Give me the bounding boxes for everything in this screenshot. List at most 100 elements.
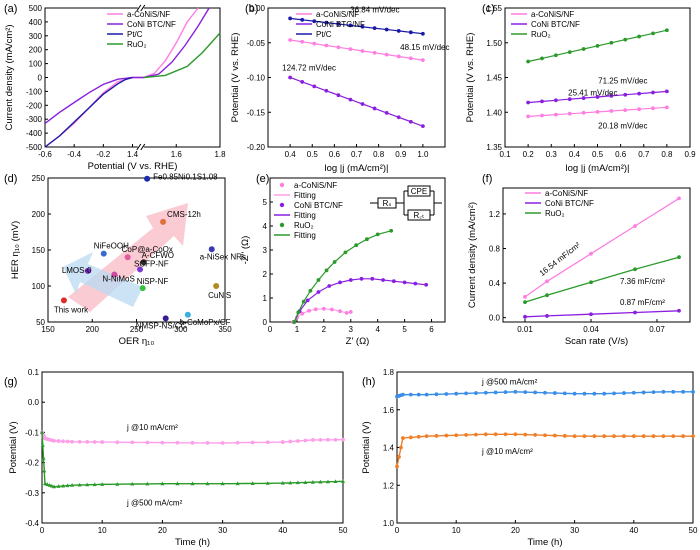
data-point-h [651, 434, 656, 439]
panel-label-f: (f) [482, 173, 492, 185]
y-tick-label-a: 200 [29, 46, 43, 55]
data-point-g [295, 480, 300, 485]
legend-label-a: CoNi BTC/NF [127, 20, 176, 29]
data-point-g [77, 482, 82, 487]
y-tick-label-c: 1.50 [486, 39, 502, 48]
series-line-h [396, 433, 693, 467]
data-point-f [523, 300, 527, 305]
data-point-g [100, 482, 105, 486]
data-point-g [160, 440, 165, 445]
legend-label-e: RuO₂ [294, 221, 314, 230]
data-point-e [296, 310, 301, 315]
x-tick-label-c: 0.4 [569, 150, 581, 159]
y-tick-label-h: 1.2 [383, 481, 395, 490]
data-point-b [360, 49, 365, 53]
y-tick-label-e: 4 [263, 222, 268, 231]
data-point-c [664, 105, 669, 110]
plot-frame-g [41, 371, 344, 524]
data-point-h [464, 391, 468, 396]
x-tick-label-e: 1 [295, 325, 300, 334]
slope-label-c: 71.25 mV/dec [598, 77, 647, 86]
point-label-d: N-NiMoS [102, 274, 134, 283]
data-point-h [454, 433, 459, 438]
data-point-b [372, 50, 377, 55]
data-point-c [623, 108, 628, 112]
y-tick-label-b: 0.00 [249, 4, 265, 13]
data-point-b [420, 58, 425, 63]
data-point-g [318, 437, 323, 442]
data-point-g [205, 481, 210, 486]
data-point-f [677, 255, 681, 260]
y-tick-label-a: 300 [29, 32, 43, 41]
data-point-g [40, 430, 44, 434]
data-point-g [280, 480, 285, 485]
data-point-g [190, 440, 195, 445]
slope-label-b: 124.72 mV/dec [282, 64, 336, 73]
x-tick-label-a: 1.4 [127, 150, 139, 159]
data-point-g [85, 482, 90, 487]
data-point-g [70, 483, 75, 487]
x-tick-label-f: 0.04 [583, 325, 599, 334]
data-point-c [637, 107, 642, 112]
slope-label-b: 48.15 mV/dec [400, 43, 449, 52]
data-point-h [552, 391, 557, 395]
data-point-e [301, 299, 306, 304]
data-point-h [483, 432, 488, 437]
scatter-point-d [162, 315, 169, 322]
data-point-h [602, 434, 607, 439]
data-point-h [572, 434, 577, 439]
data-point-h [464, 433, 468, 437]
data-point-e [292, 320, 297, 324]
data-point-g [160, 481, 165, 486]
data-point-g [42, 468, 47, 473]
data-point-h [434, 392, 439, 397]
data-point-g [40, 443, 45, 447]
x-tick-label-e: 4 [375, 325, 380, 334]
x-tick-label-b: 0.6 [329, 150, 341, 159]
x-tick-label-e: 0 [268, 325, 273, 334]
y-tick-label-c: 1.35 [486, 143, 502, 152]
data-point-c [553, 53, 558, 58]
data-point-f [545, 293, 549, 298]
data-point-h [622, 391, 626, 395]
data-point-e [365, 237, 369, 242]
y-tick-label-a: 0 [38, 74, 43, 83]
data-point-h [641, 434, 646, 439]
scatter-point-d [160, 218, 167, 225]
data-point-e [370, 276, 375, 281]
data-point-h [533, 433, 538, 437]
x-tick-label-e: 2 [322, 325, 327, 334]
data-point-c [664, 89, 669, 94]
panel-label-c: (c) [482, 3, 495, 15]
legend-marker-e [279, 222, 285, 228]
data-point-h [523, 390, 528, 395]
data-point-g [325, 479, 330, 484]
data-point-c [581, 96, 586, 100]
data-point-g [265, 481, 270, 485]
x-tick-label-h: 30 [570, 526, 579, 535]
x-axis-label-b: log |j (mA/cm²)| [324, 163, 388, 174]
point-label-d: Fe0.85Ni0.1S1.08 [153, 173, 218, 182]
x-tick-label-b: 0.9 [395, 150, 407, 159]
data-point-g [65, 483, 70, 488]
data-point-h [424, 434, 429, 439]
x-tick-label-g: 40 [278, 526, 287, 535]
y-tick-label-a: 500 [29, 4, 43, 13]
data-point-h [401, 436, 405, 440]
x-tick-label-g: 50 [339, 526, 348, 535]
data-point-b [300, 17, 305, 22]
x-tick-label-g: 20 [158, 526, 167, 535]
data-point-e [330, 307, 334, 312]
data-point-h [562, 433, 567, 438]
data-point-h [416, 392, 421, 397]
data-point-h [671, 389, 676, 394]
data-point-h [592, 391, 597, 396]
scatter-point-d [184, 311, 191, 318]
x-tick-label-b: 0.7 [351, 150, 363, 159]
data-point-e [381, 278, 385, 282]
data-point-h [582, 434, 587, 439]
data-point-g [85, 440, 90, 444]
data-point-h [399, 445, 403, 450]
y-tick-label-a: -100 [26, 87, 43, 96]
y-tick-label-a: 400 [29, 18, 43, 27]
